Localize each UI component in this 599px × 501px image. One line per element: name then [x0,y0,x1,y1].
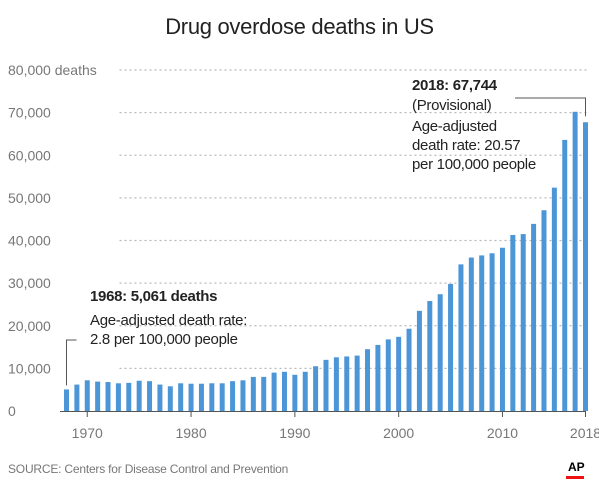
bar [147,381,153,411]
y-tick-label: 80,000 deaths [8,62,97,78]
bar [365,349,371,411]
bar [302,371,308,411]
bar [375,344,381,411]
bar [333,357,339,411]
chart-title: Drug overdose deaths in US [165,14,434,39]
bar [95,381,101,411]
bar [157,384,163,411]
bar [572,111,578,412]
bar [416,310,422,411]
bar [209,383,215,411]
y-tick-label: 70,000 [8,105,51,121]
annotation-1968: 1968: 5,061 deaths Age-adjusted death ra… [90,288,247,349]
bar [271,372,277,411]
bar [74,384,80,411]
bar [126,382,132,411]
annotation-leader-lines [66,97,586,386]
annotation-2018-headline: 2018: 67,744 [412,77,497,94]
bar [178,383,184,411]
bar [198,383,204,411]
bar [105,382,111,411]
x-tick-label: 1980 [175,425,206,441]
y-tick-label: 10,000 [8,360,51,376]
bar [136,380,142,411]
annotation-2018-rate-line3: per 100,000 people [412,156,536,173]
annotation-2018-leader [515,97,586,117]
bar [261,376,267,411]
x-tick-label: 1990 [279,425,310,441]
bar [458,264,464,411]
x-tick-label: 2010 [487,425,518,441]
annotation-1968-leader [66,339,77,386]
bar [406,328,412,411]
bar [551,187,557,411]
y-axis-tick-labels: 0 10,000 20,000 30,000 40,000 50,000 60,000 70,… [8,62,97,419]
bar [219,383,225,411]
bar [250,376,256,411]
x-tick-label: 1970 [72,425,103,441]
bar [437,294,443,411]
ap-logo-underline [566,476,584,479]
bar [541,210,547,411]
y-tick-label: 60,000 [8,147,51,163]
bars [64,111,588,412]
x-tick-label: 2018 [570,425,599,441]
bar [84,380,90,411]
bar [64,389,69,411]
bar [240,380,246,411]
bar [354,355,360,411]
bar [292,374,298,411]
bar [489,253,495,411]
annotation-2018-provisional: (Provisional) [412,97,492,114]
bar [188,383,194,411]
annotation-2018: 2018: 67,744 (Provisional) Age-adjusted … [412,77,536,174]
x-axis: 1970 1980 1990 2000 2010 2018 [60,411,599,441]
bar [344,356,350,411]
bar [583,122,588,411]
annotation-1968-rate-line1: Age-adjusted death rate: [90,312,248,329]
x-tick-label: 2000 [383,425,414,441]
annotation-2018-rate-line2: death rate: 20.57 [412,137,521,154]
y-tick-label: 0 [8,403,16,419]
bar [313,366,319,411]
y-tick-label: 20,000 [8,318,51,334]
bar [531,223,537,411]
bar [427,301,433,411]
bar [520,234,526,411]
source-note: SOURCE: Centers for Disease Control and … [8,462,289,476]
y-tick-label: 40,000 [8,233,51,249]
bar [510,234,516,411]
annotation-2018-rate-line1: Age-adjusted [412,118,497,135]
bar [396,336,402,411]
bar [281,371,287,411]
y-tick-label: 50,000 [8,190,51,206]
bar [499,247,505,411]
bar [115,383,121,411]
y-tick-label: 30,000 [8,275,51,291]
bar [468,257,474,411]
annotation-1968-rate-line2: 2.8 per 100,000 people [90,331,238,348]
ap-logo: AP [568,460,585,474]
bar [323,359,329,411]
bar [385,339,391,411]
bar [448,283,454,411]
bar [167,386,173,411]
bar [562,139,568,411]
bar [479,255,485,411]
annotation-1968-headline: 1968: 5,061 deaths [90,288,218,305]
bar [230,381,236,411]
